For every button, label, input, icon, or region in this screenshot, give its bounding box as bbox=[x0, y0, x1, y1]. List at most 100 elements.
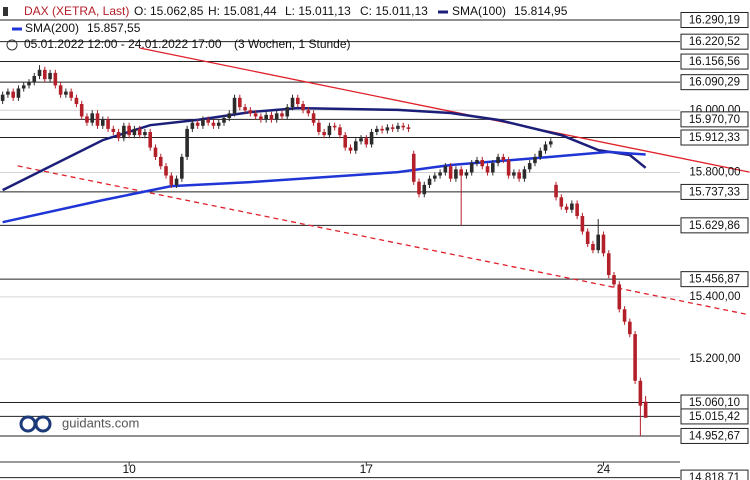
trend-line bbox=[17, 165, 750, 316]
candle-body bbox=[459, 169, 463, 176]
candle-body bbox=[227, 113, 232, 119]
candle-body bbox=[327, 125, 332, 136]
candle-body bbox=[53, 72, 58, 86]
candle-body bbox=[443, 166, 448, 173]
candle-body bbox=[417, 181, 421, 195]
candle-body bbox=[517, 172, 521, 179]
candle-body bbox=[6, 91, 10, 95]
candle-body bbox=[575, 203, 579, 216]
candle-body bbox=[269, 114, 274, 120]
candle-body bbox=[385, 127, 390, 131]
candle-body bbox=[490, 163, 495, 173]
sma-line bbox=[2, 150, 646, 224]
candle-body bbox=[64, 91, 68, 95]
candles-layer bbox=[0, 65, 648, 436]
candle-body bbox=[164, 166, 168, 176]
legend-value: 15.857,55 bbox=[87, 21, 141, 35]
level-box bbox=[680, 129, 749, 146]
candle-body bbox=[290, 97, 295, 108]
candle-body bbox=[527, 163, 532, 170]
candle-body bbox=[496, 156, 500, 164]
level-box bbox=[680, 271, 749, 288]
candle-body bbox=[190, 122, 195, 129]
candle-body bbox=[475, 160, 479, 164]
level-label: 15.970,70 bbox=[689, 114, 740, 126]
level-box bbox=[680, 408, 749, 425]
candle-body bbox=[195, 122, 200, 126]
candle-body bbox=[95, 113, 100, 126]
candle-body bbox=[248, 110, 253, 114]
candle-body bbox=[169, 175, 174, 185]
candle-body bbox=[180, 156, 184, 179]
candle-body bbox=[343, 135, 348, 148]
candle-body bbox=[222, 118, 226, 123]
candle-body bbox=[570, 203, 574, 210]
candle-body bbox=[216, 122, 221, 126]
candle-body bbox=[380, 128, 384, 131]
instrument-name: DAX (XETRA, Last) bbox=[24, 4, 129, 18]
level-label: 16.156,56 bbox=[689, 56, 740, 68]
candle-body bbox=[359, 138, 363, 142]
candle-body bbox=[596, 234, 601, 251]
candle-body bbox=[411, 153, 416, 182]
level-box bbox=[680, 111, 749, 128]
level-label: 15.456,87 bbox=[689, 274, 740, 286]
span-text: (3 Wochen, 1 Stunde) bbox=[234, 37, 351, 51]
level-label: 16.290,19 bbox=[689, 15, 740, 27]
candle-body bbox=[375, 128, 379, 133]
period-text: 05.01.2022 12:00 - 24.01.2022 17:00 bbox=[24, 37, 222, 51]
candle-body bbox=[27, 82, 31, 86]
candle-body bbox=[464, 172, 469, 176]
candle-body bbox=[11, 91, 15, 98]
candle-body bbox=[206, 119, 210, 123]
candle-body bbox=[264, 114, 268, 120]
legend-value: 15.814,95 bbox=[514, 4, 568, 18]
x-tick-label: 17 bbox=[360, 462, 374, 476]
candle-body bbox=[295, 97, 300, 105]
candle-body bbox=[111, 128, 116, 133]
candle-body bbox=[501, 156, 506, 160]
level-label: 15.737,33 bbox=[689, 186, 740, 198]
candle-body bbox=[0, 94, 5, 101]
logo-icon bbox=[34, 415, 52, 433]
level-box bbox=[680, 74, 749, 91]
legend-label: SMA(200) bbox=[25, 21, 79, 35]
logo-icon bbox=[19, 415, 37, 433]
candle-body bbox=[127, 125, 131, 136]
level-box bbox=[680, 33, 749, 50]
candle-body bbox=[322, 132, 326, 136]
candle-body bbox=[522, 169, 527, 179]
candle-body bbox=[591, 243, 595, 251]
candle-body bbox=[628, 321, 632, 335]
candle-body bbox=[174, 178, 179, 185]
candle-body bbox=[317, 122, 321, 133]
header-icon bbox=[3, 7, 8, 16]
candle-body bbox=[48, 72, 52, 80]
candle-body bbox=[606, 253, 611, 276]
candle-body bbox=[90, 113, 95, 123]
candle-body bbox=[148, 132, 153, 148]
level-box bbox=[680, 217, 749, 234]
candle-body bbox=[153, 147, 158, 157]
x-tick-label: 10 bbox=[122, 462, 136, 476]
level-label: 14.952,67 bbox=[689, 430, 740, 442]
candle-body bbox=[158, 156, 163, 167]
candle-body bbox=[21, 85, 26, 89]
candle-body bbox=[396, 125, 400, 129]
candle-body bbox=[633, 334, 637, 381]
candle-body bbox=[137, 128, 142, 136]
candle-body bbox=[480, 160, 485, 167]
candle-body bbox=[601, 234, 606, 254]
candle-body bbox=[369, 132, 374, 145]
candle-body bbox=[554, 184, 558, 198]
candle-body bbox=[438, 172, 442, 176]
candle-body bbox=[364, 138, 369, 145]
candle-body bbox=[301, 104, 305, 111]
clock-icon bbox=[6, 39, 18, 51]
close-text: C: 15.011,13 bbox=[360, 4, 428, 18]
candle-body bbox=[512, 172, 516, 176]
candle-body bbox=[232, 97, 237, 114]
candle-body bbox=[348, 147, 353, 151]
candle-body bbox=[274, 113, 279, 120]
